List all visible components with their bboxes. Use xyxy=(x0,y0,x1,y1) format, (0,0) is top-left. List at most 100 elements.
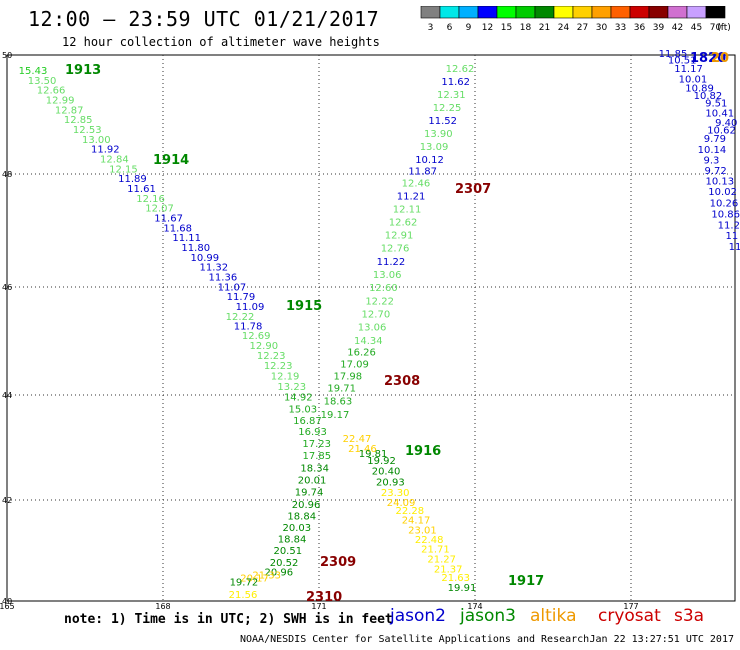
wave-height-value: 19.74 xyxy=(295,488,324,499)
wave-height-value: 15.03 xyxy=(288,404,317,415)
wave-height-value: 14.34 xyxy=(354,336,383,347)
wave-height-value: 11.21 xyxy=(397,191,426,202)
wave-height-value: 11.92 xyxy=(91,145,120,156)
wave-height-value: 21.56 xyxy=(229,590,258,601)
colorbar-tick-label: 12 xyxy=(482,23,493,33)
latitude-tick-label: 50 xyxy=(2,51,12,60)
wave-height-value: 16.87 xyxy=(293,416,322,427)
wave-height-value: 12.76 xyxy=(381,244,410,255)
wave-height-value: 10.26 xyxy=(710,198,739,209)
track-label: 2310 xyxy=(306,590,342,605)
wave-height-value: 19.92 xyxy=(367,456,396,467)
colorbar-tick-label: 24 xyxy=(558,23,570,33)
track-label: 1914 xyxy=(153,153,189,168)
wave-height-value: 10.02 xyxy=(708,187,737,198)
wave-height-value: 13.00 xyxy=(82,135,111,146)
wave-height-value: 11.67 xyxy=(154,214,183,225)
wave-height-value: 18.84 xyxy=(278,534,307,545)
wave-height-value: 9.79 xyxy=(704,134,726,145)
wave-height-value: 19.91 xyxy=(448,583,477,594)
wave-height-value: 12.19 xyxy=(271,372,300,383)
colorbar-tick-label: 33 xyxy=(615,23,626,33)
wave-height-value: 12.23 xyxy=(257,351,286,362)
wave-height-value: 11.85 xyxy=(659,49,688,60)
wave-height-value: 20.93 xyxy=(376,477,405,488)
wave-height-value: 10.82 xyxy=(694,91,723,102)
wave-height-value: 10.89 xyxy=(685,83,714,94)
wave-height-value: 13.90 xyxy=(424,129,453,140)
wave-height-value: 11.61 xyxy=(127,184,156,195)
wave-height-value: 17.85 xyxy=(302,451,331,462)
colorbar-tick-label: 45 xyxy=(691,23,702,33)
wave-height-value: 12.46 xyxy=(402,179,431,190)
wave-height-value: 12.99 xyxy=(46,96,75,107)
wave-height-value: 20.96 xyxy=(292,500,321,511)
wave-height-value: 21.37 xyxy=(434,564,463,575)
legend-altika: altika xyxy=(530,606,577,626)
latitude-tick-label: 42 xyxy=(2,496,12,505)
wave-height-value: 10.41 xyxy=(705,109,734,120)
wave-height-value: 12.60 xyxy=(369,283,398,294)
wave-height-value: 19.71 xyxy=(327,384,356,395)
wave-height-value: 12.53 xyxy=(73,125,102,136)
track-label: 1913 xyxy=(65,63,101,78)
colorbar-tick-label: 36 xyxy=(634,23,646,33)
wave-height-value: 21.63 xyxy=(441,573,470,584)
wave-height-value: 20.01 xyxy=(298,476,327,487)
wave-height-colorbar: 3 6 9 12 15 18 21 24 27 30 33 36 39 42 45 70(ft) xyxy=(420,6,731,33)
wave-height-value: 11.68 xyxy=(163,223,192,234)
longitude-tick-label: 168 xyxy=(155,602,170,610)
wave-height-value: 11.2 xyxy=(718,220,740,231)
wave-height-value: 12.15 xyxy=(109,164,138,175)
longitude-tick-label: 165 xyxy=(0,602,15,610)
wave-height-value: 11.78 xyxy=(234,321,263,332)
wave-height-value: 12.31 xyxy=(437,90,466,101)
wave-height-value: 9.72 xyxy=(704,166,726,177)
wave-height-value: 13.09 xyxy=(420,142,449,153)
wave-height-value: 20.40 xyxy=(372,467,401,478)
track-label: 1915 xyxy=(286,299,322,314)
colorbar-tick-label: 3 xyxy=(428,23,434,33)
legend-s3a: s3a xyxy=(674,606,705,626)
wave-height-value: 12.84 xyxy=(100,155,129,166)
wave-height-value: 12.66 xyxy=(37,86,66,97)
map-frame xyxy=(6,54,736,602)
wave-height-value: 10.51 xyxy=(668,56,697,67)
wave-height-value: 10.12 xyxy=(415,155,444,166)
track-label: 1916 xyxy=(405,444,441,459)
legend-cryosat: cryosat xyxy=(598,606,661,626)
wave-height-value: 11.36 xyxy=(209,273,238,284)
colorbar-tick-label: 30 xyxy=(596,23,608,33)
track-label: 1820 xyxy=(690,51,726,66)
wave-height-value: 10.13 xyxy=(705,176,734,187)
wave-height-value: 12.69 xyxy=(242,331,271,342)
latitude-tick-label: 40 xyxy=(2,597,12,606)
wave-height-value: 11.07 xyxy=(218,282,247,293)
wave-height-value: 23.30 xyxy=(381,488,410,499)
wave-height-value: 11.62 xyxy=(441,77,470,88)
wave-height-value: 12.16 xyxy=(136,194,165,205)
wave-height-value: 12.90 xyxy=(249,341,278,352)
wave-height-value: 16.26 xyxy=(347,348,376,359)
wave-height-value: 12.70 xyxy=(362,309,391,320)
footer-credit: NOAA/NESDIS Center for Satellite Applica… xyxy=(240,634,590,645)
note-text: note: 1) Time is in UTC; 2) SWH is in fe… xyxy=(64,612,393,627)
legend-jason3: jason3 xyxy=(460,606,516,626)
wave-height-value: 12.22 xyxy=(365,296,394,307)
wave-height-value: 12.87 xyxy=(55,105,84,116)
wave-height-value: 10.62 xyxy=(707,125,736,136)
wave-height-value: 13.06 xyxy=(358,323,387,334)
wave-height-value: 20.52 xyxy=(270,558,299,569)
track-label: 1917 xyxy=(508,574,544,589)
wave-height-value: 18.84 xyxy=(287,511,316,522)
wave-height-value: 17.09 xyxy=(340,359,369,370)
wave-height-value: 12.23 xyxy=(264,361,293,372)
colorbar-swatch xyxy=(705,6,726,19)
colorbar-tick-label: 6 xyxy=(447,23,453,33)
footer-timestamp: Jan 22 13:27:51 UTC 2017 xyxy=(589,634,735,645)
colorbar-tick-label: 42 xyxy=(672,23,683,33)
wave-height-value: 18.63 xyxy=(324,397,353,408)
wave-height-value: 12.25 xyxy=(433,103,462,114)
wave-height-value: 22.47 xyxy=(343,434,372,445)
wave-height-value: 20.17 xyxy=(240,573,269,584)
